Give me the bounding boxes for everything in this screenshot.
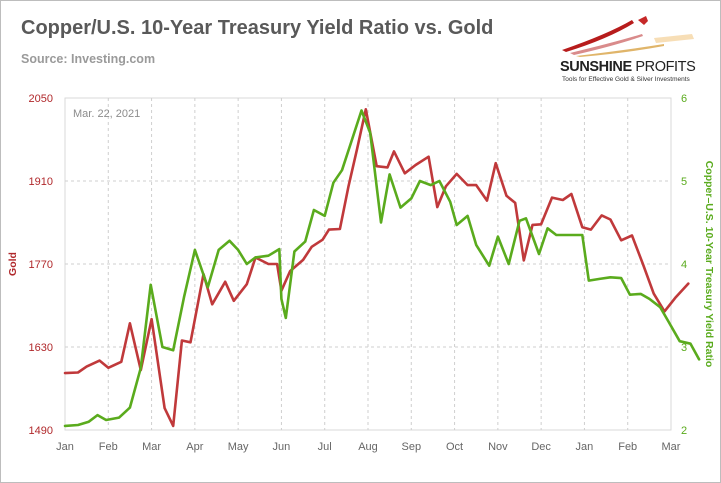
x-tick-label: Jul	[318, 441, 332, 453]
y-right-tick-label: 4	[681, 259, 687, 271]
y-right-tick-label: 3	[681, 342, 687, 354]
x-tick-label: Apr	[186, 441, 203, 453]
x-tick-label: Feb	[618, 441, 637, 453]
x-tick-label: Nov	[488, 441, 508, 453]
date-annotation: Mar. 22, 2021	[73, 108, 140, 120]
logo-tagline: Tools for Effective Gold & Silver Invest…	[562, 76, 690, 83]
y-right-tick-label: 5	[681, 176, 687, 188]
x-tick-label: Jan	[56, 441, 74, 453]
y-right-tick-label: 2	[681, 425, 687, 437]
x-tick-label: Feb	[99, 441, 118, 453]
x-tick-label: Mar	[662, 441, 681, 453]
x-tick-label: May	[228, 441, 249, 453]
x-tick-label: Mar	[142, 441, 161, 453]
y-left-tick-label: 1910	[29, 176, 53, 188]
y-left-tick-label: 2050	[29, 93, 53, 105]
y-left-tick-label: 1490	[29, 425, 53, 437]
y-right-axis-title: Copper–U.S. 10-Year Treasury Yield Ratio	[703, 161, 715, 368]
x-tick-label: Oct	[446, 441, 463, 453]
gold-series-line	[63, 108, 690, 428]
y-left-axis-title: Gold	[7, 252, 19, 276]
x-tick-label: Jan	[576, 441, 594, 453]
x-tick-label: Aug	[358, 441, 378, 453]
brand-logo: SUNSHINE PROFITS Tools for Effective Gol…	[556, 12, 706, 92]
chart-source: Source: Investing.com	[21, 52, 156, 66]
logo-name: SUNSHINE PROFITS	[560, 59, 696, 75]
ratio-series-line	[63, 109, 701, 428]
x-tick-label: Sep	[401, 441, 421, 453]
x-tick-label: Dec	[531, 441, 551, 453]
y-left-tick-label: 1630	[29, 342, 53, 354]
logo-name-bold: SUNSHINE	[560, 59, 632, 75]
logo-name-light: PROFITS	[631, 59, 696, 75]
logo-swoosh-icon	[562, 16, 694, 57]
y-right-tick-label: 6	[681, 93, 687, 105]
x-tick-label: Jun	[273, 441, 291, 453]
y-left-tick-label: 1770	[29, 259, 53, 271]
chart-title: Copper/U.S. 10-Year Treasury Yield Ratio…	[21, 17, 494, 39]
